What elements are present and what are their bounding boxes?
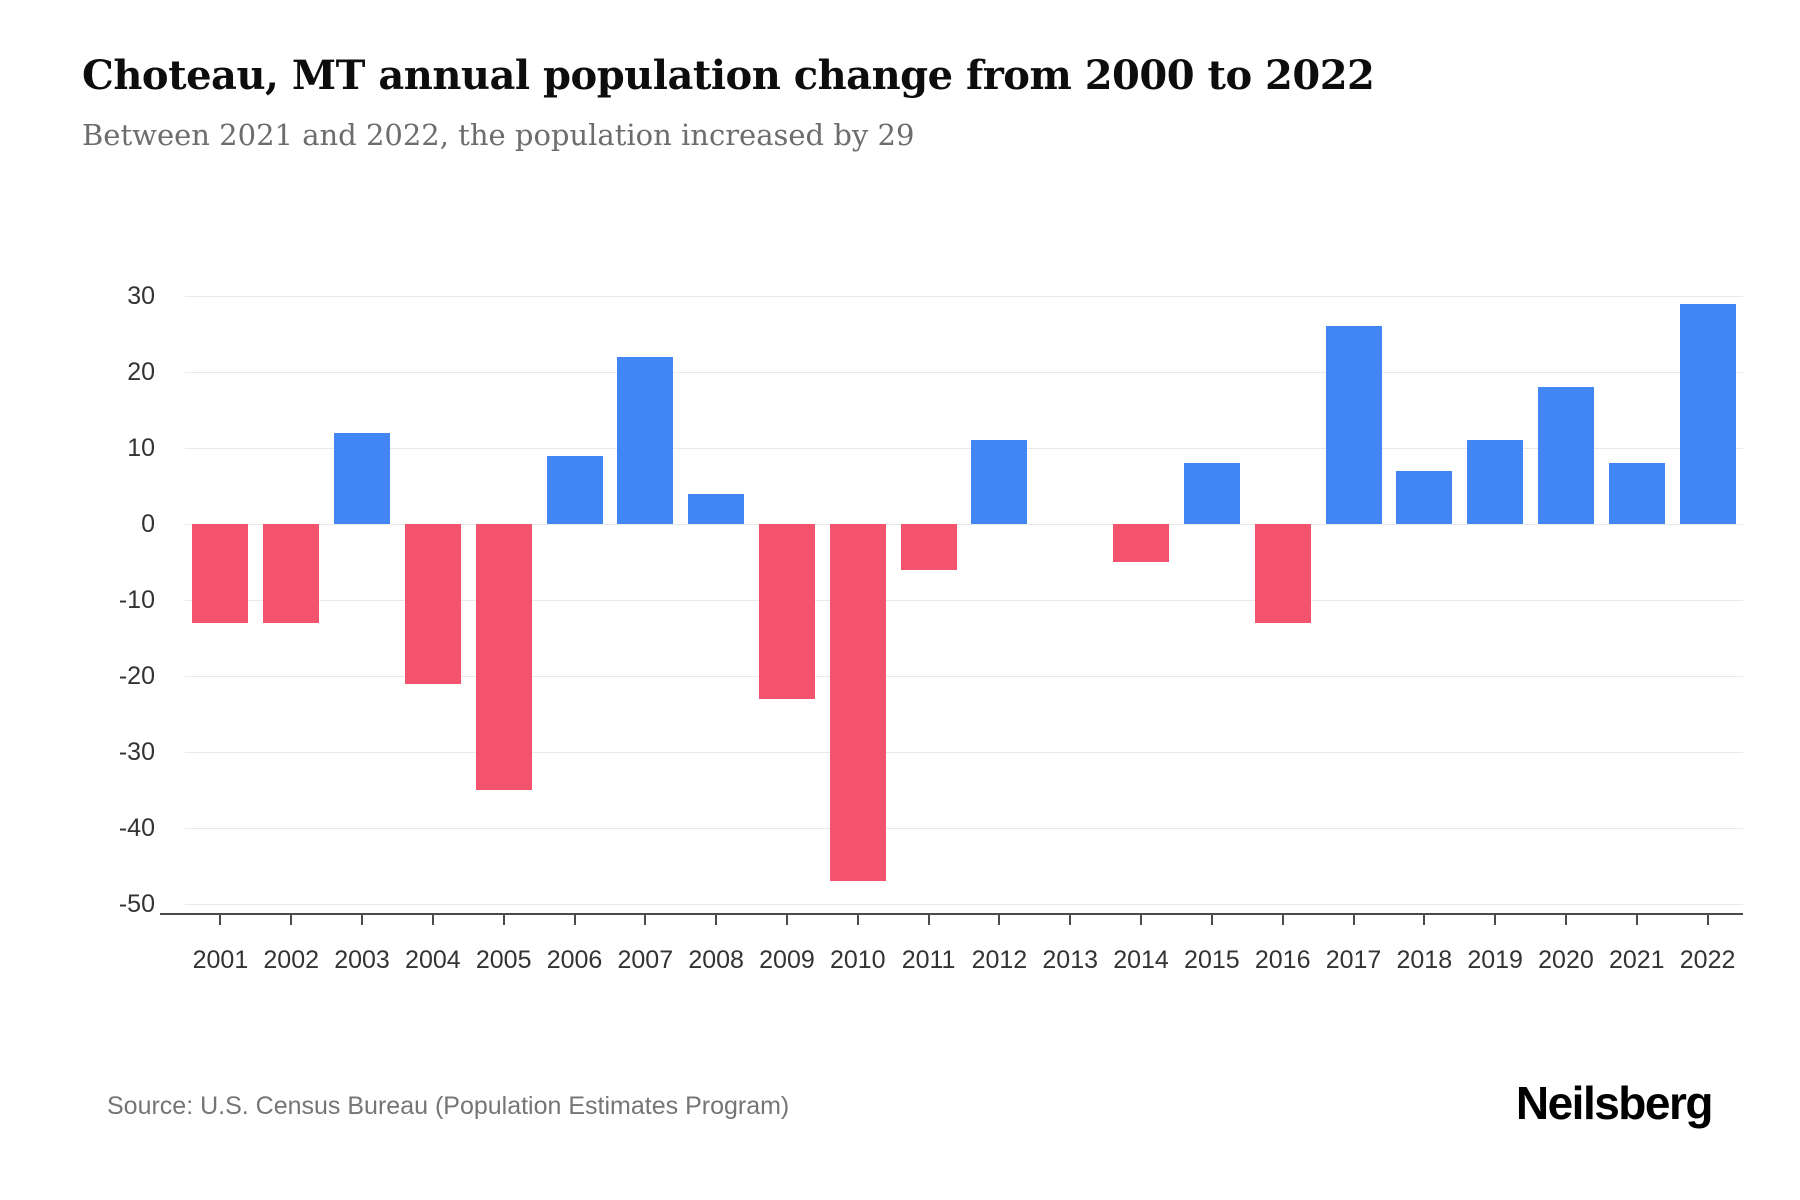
x-tick-label: 2003 <box>334 946 390 974</box>
y-tick-label: -40 <box>118 814 155 842</box>
x-tick-label: 2022 <box>1679 946 1736 974</box>
plot-area: 30 20 10 0 -10 -20 -30 -40 -50 2001 2002 2003 2004 20… <box>119 282 1743 974</box>
y-tick-label: 10 <box>127 434 155 462</box>
gridline <box>185 600 1743 601</box>
gridline <box>185 676 1743 677</box>
y-tick-label: 30 <box>127 282 155 310</box>
x-tick-label: 2021 <box>1608 946 1665 974</box>
bar-2014[interactable] <box>1113 524 1170 562</box>
x-axis-tick <box>1281 913 1284 925</box>
x-axis-tick <box>1635 913 1638 925</box>
x-axis-tick <box>785 913 788 925</box>
gridline <box>185 828 1743 829</box>
source-text: Source: U.S. Census Bureau (Population E… <box>107 1092 790 1120</box>
x-tick-label: 2018 <box>1396 946 1453 974</box>
x-tick-label: 2017 <box>1325 946 1382 974</box>
x-axis-tick <box>1423 913 1426 925</box>
gridline <box>185 448 1743 449</box>
gridline <box>185 752 1743 753</box>
x-axis-tick <box>927 913 930 925</box>
x-tick-label: 2011 <box>901 946 956 974</box>
x-tick-label: 2008 <box>688 946 744 974</box>
bar-2020[interactable] <box>1537 387 1594 524</box>
bar-2011[interactable] <box>900 524 957 570</box>
x-tick-label: 2007 <box>617 946 674 974</box>
neilsberg-logo: Neilsberg <box>1515 1077 1714 1129</box>
x-axis-tick <box>290 913 293 925</box>
x-axis-tick <box>1706 913 1709 925</box>
x-tick-label: 2020 <box>1538 946 1594 974</box>
bar-2019[interactable] <box>1467 440 1524 524</box>
x-axis-tick <box>1210 913 1213 925</box>
x-axis-tick <box>219 913 222 925</box>
bar-2010[interactable] <box>829 524 886 882</box>
x-axis-tick <box>998 913 1001 925</box>
x-tick-label: 2006 <box>546 946 603 974</box>
y-tick-label: -50 <box>118 890 155 918</box>
x-tick-label: 2016 <box>1254 946 1311 974</box>
x-tick-label: 2014 <box>1113 946 1169 974</box>
x-axis-tick <box>856 913 859 925</box>
chart-subtitle: Between 2021 and 2022, the population in… <box>82 118 915 152</box>
chart-title: Choteau, MT annual population change fro… <box>82 52 1375 99</box>
x-axis-tick <box>1352 913 1355 925</box>
x-tick-label: 2005 <box>475 946 532 974</box>
y-tick-label: -10 <box>118 586 155 614</box>
bar-2017[interactable] <box>1325 326 1382 524</box>
bar-2001[interactable] <box>192 524 249 623</box>
bar-2002[interactable] <box>263 524 320 623</box>
x-axis-tick <box>1494 913 1497 925</box>
x-tick-label: 2001 <box>192 946 249 974</box>
y-tick-label: -30 <box>118 738 155 766</box>
bar-2021[interactable] <box>1608 463 1665 524</box>
bar-2016[interactable] <box>1254 524 1311 623</box>
x-tick-label: 2004 <box>405 946 461 974</box>
x-tick-label: 2013 <box>1042 946 1099 974</box>
gridline <box>185 904 1743 905</box>
x-axis-tick <box>1140 913 1143 925</box>
x-axis-tick <box>573 913 576 925</box>
x-axis-tick <box>715 913 718 925</box>
x-axis-tick <box>502 913 505 925</box>
bar-2006[interactable] <box>546 455 603 524</box>
bar-2009[interactable] <box>758 524 815 699</box>
x-axis-line <box>160 913 1743 915</box>
x-tick-label: 2010 <box>829 946 886 974</box>
bar-2022[interactable] <box>1679 303 1736 524</box>
x-axis-tick <box>1564 913 1567 925</box>
x-axis-tick <box>431 913 434 925</box>
gridline <box>185 524 1743 525</box>
gridline <box>185 296 1743 297</box>
bar-2004[interactable] <box>404 524 461 684</box>
x-tick-label: 2002 <box>263 946 320 974</box>
x-tick-label: 2012 <box>971 946 1028 974</box>
gridline <box>185 372 1743 373</box>
x-axis-tick <box>361 913 364 925</box>
y-tick-label: -20 <box>118 662 155 690</box>
bar-2008[interactable] <box>688 493 745 524</box>
x-axis-tick <box>644 913 647 925</box>
x-tick-label: 2019 <box>1467 946 1523 974</box>
x-axis-tick <box>1069 913 1072 925</box>
x-tick-label: 2015 <box>1184 946 1240 974</box>
bar-2003[interactable] <box>334 432 391 524</box>
bar-2018[interactable] <box>1396 470 1453 524</box>
x-tick-label: 2009 <box>759 946 815 974</box>
bar-2012[interactable] <box>971 440 1028 524</box>
bar-2007[interactable] <box>617 356 674 524</box>
bar-2015[interactable] <box>1183 463 1240 524</box>
y-tick-label: 20 <box>127 358 155 386</box>
bar-2005[interactable] <box>475 524 532 790</box>
y-tick-label: 0 <box>141 510 155 538</box>
